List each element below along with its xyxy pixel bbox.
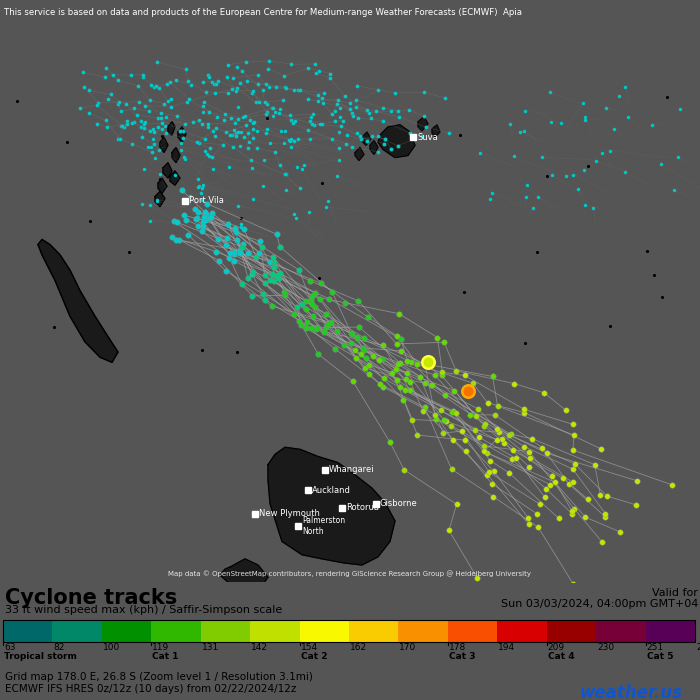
Text: 63: 63 [4, 643, 15, 652]
Bar [497, 620, 547, 642]
Bar [596, 620, 645, 642]
Text: Cat 3: Cat 3 [449, 652, 475, 662]
Text: ECMWF IFS HRES 0z/12z (10 days) from 02/22/2024/12z: ECMWF IFS HRES 0z/12z (10 days) from 02/… [5, 684, 296, 694]
Polygon shape [268, 447, 395, 565]
Text: Port Vila: Port Vila [189, 196, 224, 205]
Bar [3, 620, 695, 642]
Bar [3, 620, 52, 642]
Text: Cat 2: Cat 2 [300, 652, 327, 662]
Polygon shape [168, 122, 175, 135]
Text: Map data © OpenStreetMap contributors, rendering GIScience Research Group @ Heid: Map data © OpenStreetMap contributors, r… [169, 570, 531, 578]
Bar [547, 620, 596, 642]
Polygon shape [362, 132, 371, 146]
Text: 275: 275 [696, 643, 700, 652]
Text: Cat 4: Cat 4 [547, 652, 574, 662]
Polygon shape [38, 239, 118, 363]
Polygon shape [178, 127, 186, 142]
Text: weather.us: weather.us [580, 684, 683, 700]
Polygon shape [220, 559, 268, 589]
Text: 170: 170 [400, 643, 416, 652]
Polygon shape [158, 178, 167, 193]
Bar [448, 620, 497, 642]
Text: Auckland: Auckland [312, 486, 351, 495]
Bar [398, 620, 448, 642]
Polygon shape [170, 171, 180, 186]
Text: Sun 03/03/2024, 04:00pm GMT+04: Sun 03/03/2024, 04:00pm GMT+04 [500, 599, 698, 609]
Bar [102, 620, 151, 642]
Polygon shape [370, 140, 378, 155]
Text: This service is based on data and products of the European Centre for Medium-ran: This service is based on data and produc… [4, 8, 522, 17]
Text: 162: 162 [350, 643, 367, 652]
Bar [300, 620, 349, 642]
Polygon shape [432, 125, 440, 137]
Text: 209: 209 [547, 643, 565, 652]
Polygon shape [163, 162, 172, 178]
Polygon shape [172, 147, 180, 162]
Text: Rotorua: Rotorua [346, 503, 379, 512]
Bar [151, 620, 201, 642]
Polygon shape [418, 117, 428, 131]
Text: 251: 251 [647, 643, 664, 652]
Text: Cat 1: Cat 1 [153, 652, 178, 662]
Text: 230: 230 [597, 643, 615, 652]
Text: Suva: Suva [417, 132, 438, 141]
Text: 100: 100 [103, 643, 120, 652]
Bar [250, 620, 300, 642]
Text: Gisborne: Gisborne [380, 499, 418, 508]
Text: Palmerston
North: Palmerston North [302, 517, 345, 536]
Text: Whangarei: Whangarei [329, 466, 375, 475]
Bar [201, 620, 250, 642]
Text: Cat 5: Cat 5 [647, 652, 673, 662]
Text: 194: 194 [498, 643, 515, 652]
Text: Cyclone tracks: Cyclone tracks [5, 589, 177, 608]
Bar [52, 620, 102, 642]
Text: 82: 82 [53, 643, 65, 652]
Text: 131: 131 [202, 643, 219, 652]
Text: 119: 119 [153, 643, 169, 652]
Text: 33 ft wind speed max (kph) / Saffir-Simpson scale: 33 ft wind speed max (kph) / Saffir-Simp… [5, 606, 282, 615]
Text: Grid map 178.0 E, 26.8 S (Zoom level 1 / Resolution 3.1mi): Grid map 178.0 E, 26.8 S (Zoom level 1 /… [5, 672, 313, 682]
Polygon shape [155, 191, 165, 206]
Polygon shape [355, 147, 364, 160]
Text: 142: 142 [251, 643, 268, 652]
Bar [349, 620, 398, 642]
Text: New Plymouth: New Plymouth [259, 510, 320, 518]
Bar [645, 620, 695, 642]
Text: Tropical storm: Tropical storm [4, 652, 77, 662]
Polygon shape [378, 125, 415, 158]
Text: Valid for: Valid for [652, 589, 698, 598]
Text: 178: 178 [449, 643, 466, 652]
Text: 154: 154 [300, 643, 318, 652]
Polygon shape [160, 137, 168, 153]
